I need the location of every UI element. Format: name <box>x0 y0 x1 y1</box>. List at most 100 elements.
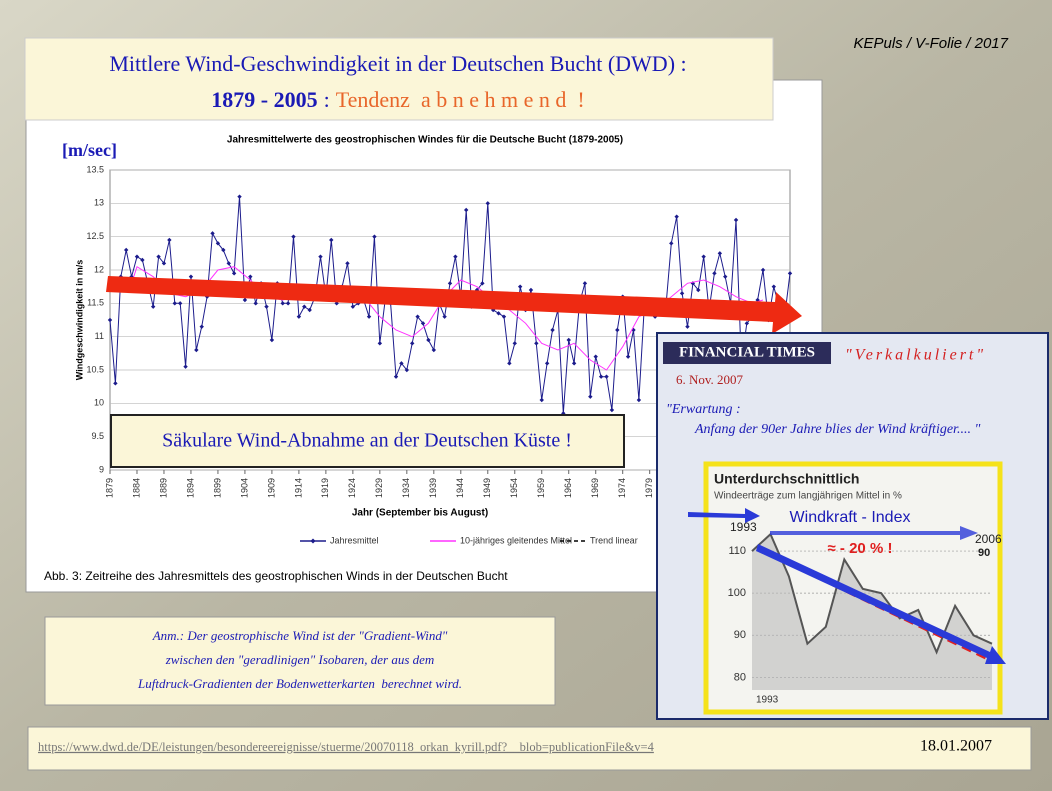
annotation: 1993 <box>730 520 757 534</box>
inset-plot: 80 90 100 110 <box>728 532 993 690</box>
point <box>696 287 701 293</box>
caption: Abb. 3: Zeitreihe des Jahresmittels des … <box>44 569 508 583</box>
ft-expect: Anfang der 90er Jahre blies der Wind krä… <box>694 422 980 437</box>
point <box>329 237 334 243</box>
point <box>199 324 204 329</box>
blue-arrow <box>688 508 760 523</box>
callout-box <box>110 414 625 468</box>
point <box>598 374 604 379</box>
annotation: ≈ - 20 % ! <box>828 540 893 557</box>
legend-label: 10-jähriges gleitendes Mittel <box>460 535 572 545</box>
x-tick-label: 1949 <box>482 478 492 498</box>
x-tick-label: 1964 <box>563 478 573 498</box>
ft-date: 6. Nov. 2007 <box>676 372 744 387</box>
point <box>539 397 544 403</box>
y-tick-label: 9 <box>99 464 104 474</box>
point <box>723 274 728 279</box>
x-tick-label: 1889 <box>158 478 168 498</box>
x-tick-label: 1904 <box>239 478 249 498</box>
callout-text: Säkulare Wind-Abnahme an der Deutschen K… <box>162 430 572 452</box>
point <box>615 327 620 333</box>
point <box>453 254 458 259</box>
note-line: Luftdruck-Gradienten der Bodenwetterkart… <box>137 676 462 691</box>
inset-subtitle: Windeerträge zum langjährigen Mittel in … <box>714 491 902 502</box>
x-tick-label: 1919 <box>320 478 330 498</box>
point <box>194 347 199 353</box>
point <box>496 311 501 316</box>
note-box <box>44 616 556 706</box>
point <box>447 281 453 286</box>
x-tick-label: 1954 <box>509 478 519 498</box>
blue-trend-arrow <box>756 544 1006 664</box>
point <box>404 367 410 373</box>
point <box>221 247 226 253</box>
point <box>534 341 539 346</box>
x-tick-label: 1879 <box>104 478 114 498</box>
annotation: 90 <box>978 547 990 559</box>
x-axis-label: Jahr (September bis August) <box>352 508 488 519</box>
point <box>550 327 555 333</box>
point <box>426 337 431 343</box>
x-tick-label: 1929 <box>374 478 384 498</box>
point <box>156 254 161 259</box>
point <box>636 397 642 403</box>
point <box>690 281 696 286</box>
annotation: 1993 <box>756 695 779 706</box>
point <box>377 341 383 346</box>
point <box>501 314 507 319</box>
point <box>150 304 156 309</box>
point <box>280 301 285 306</box>
point <box>183 364 188 369</box>
title-box <box>24 37 774 121</box>
area <box>752 534 992 690</box>
point <box>685 324 690 329</box>
point <box>253 301 258 306</box>
point <box>204 294 210 299</box>
x-tick-label: 1974 <box>617 478 627 498</box>
x-tick-label: 1969 <box>590 478 600 498</box>
y-axis-label: Windgeschwindigkeit in m/s <box>74 260 84 380</box>
slide-subtitle: 1879 - 2005: Tendenz a b n e h m e n d ! <box>211 87 584 112</box>
ft-quote: "Verkalkuliert" <box>845 347 986 364</box>
x-tick-label: 1924 <box>347 478 357 498</box>
point <box>237 194 242 199</box>
x-tick-label: 1914 <box>293 478 303 498</box>
point <box>269 337 275 343</box>
point <box>399 361 404 366</box>
point <box>215 241 221 246</box>
y-tick-label: 12.5 <box>86 231 104 241</box>
y-tick-label: 12 <box>94 264 104 274</box>
red-trend <box>759 548 991 662</box>
point <box>350 304 356 309</box>
y-tick-label: 100 <box>728 587 746 599</box>
point <box>134 254 140 259</box>
point <box>593 354 598 359</box>
x-tick-label: 1944 <box>455 478 465 498</box>
sep: : <box>324 87 330 112</box>
point <box>771 284 777 289</box>
point <box>420 321 426 326</box>
point <box>588 394 593 399</box>
slide-title: Mittlere Wind-Geschwindigkeit in der Deu… <box>109 51 686 76</box>
y-tick-label: 10 <box>94 398 104 408</box>
note-line: zwischen den "geradlinigen" Isobaren, de… <box>165 652 435 667</box>
point <box>226 261 231 266</box>
point <box>507 361 512 366</box>
years: 1879 - 2005 <box>211 87 317 112</box>
y-tick-label: 90 <box>734 629 746 641</box>
point <box>760 267 766 273</box>
x-tick-label: 1884 <box>131 478 141 498</box>
legend-marker <box>310 538 316 544</box>
point <box>107 317 113 323</box>
source-box <box>27 726 1032 771</box>
point <box>712 271 717 276</box>
point <box>442 314 447 319</box>
point <box>625 354 631 359</box>
point <box>463 207 469 213</box>
source-url: https://www.dwd.de/DE/leistungen/besonde… <box>38 740 655 754</box>
point <box>744 321 750 326</box>
point <box>172 301 177 306</box>
point <box>571 361 577 366</box>
note-line: Anm.: Der geostrophische Wind ist der "G… <box>152 628 448 643</box>
y-tick-label: 10.5 <box>86 364 104 374</box>
